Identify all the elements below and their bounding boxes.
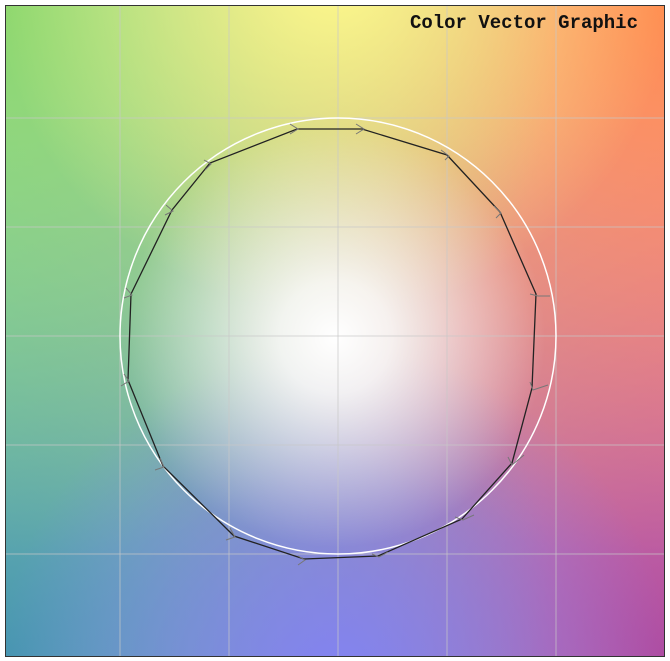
arrow xyxy=(440,149,450,161)
reference-circle xyxy=(119,117,557,555)
arrow xyxy=(289,123,299,135)
title: Color Vector Graphic xyxy=(410,12,638,34)
vector-trace xyxy=(127,128,537,560)
arrow xyxy=(297,555,306,566)
arrow xyxy=(529,293,550,297)
arrow xyxy=(154,457,165,471)
grid xyxy=(6,6,664,656)
arrow xyxy=(225,527,236,541)
arrow xyxy=(493,205,502,219)
arrow xyxy=(371,551,389,558)
arrow xyxy=(507,454,525,466)
direction-arrows xyxy=(120,123,550,566)
arrow xyxy=(120,373,130,387)
arrow xyxy=(203,159,212,171)
arrow xyxy=(123,287,133,299)
arrow xyxy=(454,514,475,521)
vector-scope xyxy=(5,5,665,657)
arrow xyxy=(529,381,549,391)
arrow xyxy=(355,123,365,135)
arrow xyxy=(164,204,174,216)
